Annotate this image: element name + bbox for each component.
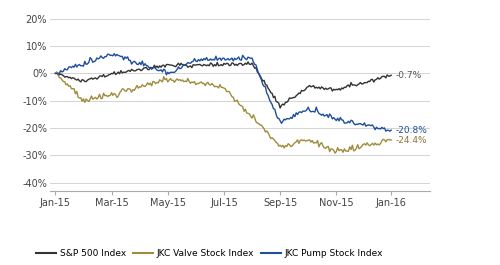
Text: -20.8%: -20.8%	[395, 126, 427, 135]
Text: -0.7%: -0.7%	[395, 71, 421, 80]
Text: -24.4%: -24.4%	[395, 135, 427, 144]
Legend: S&P 500 Index, JKC Valve Stock Index, JKC Pump Stock Index: S&P 500 Index, JKC Valve Stock Index, JK…	[32, 246, 387, 262]
